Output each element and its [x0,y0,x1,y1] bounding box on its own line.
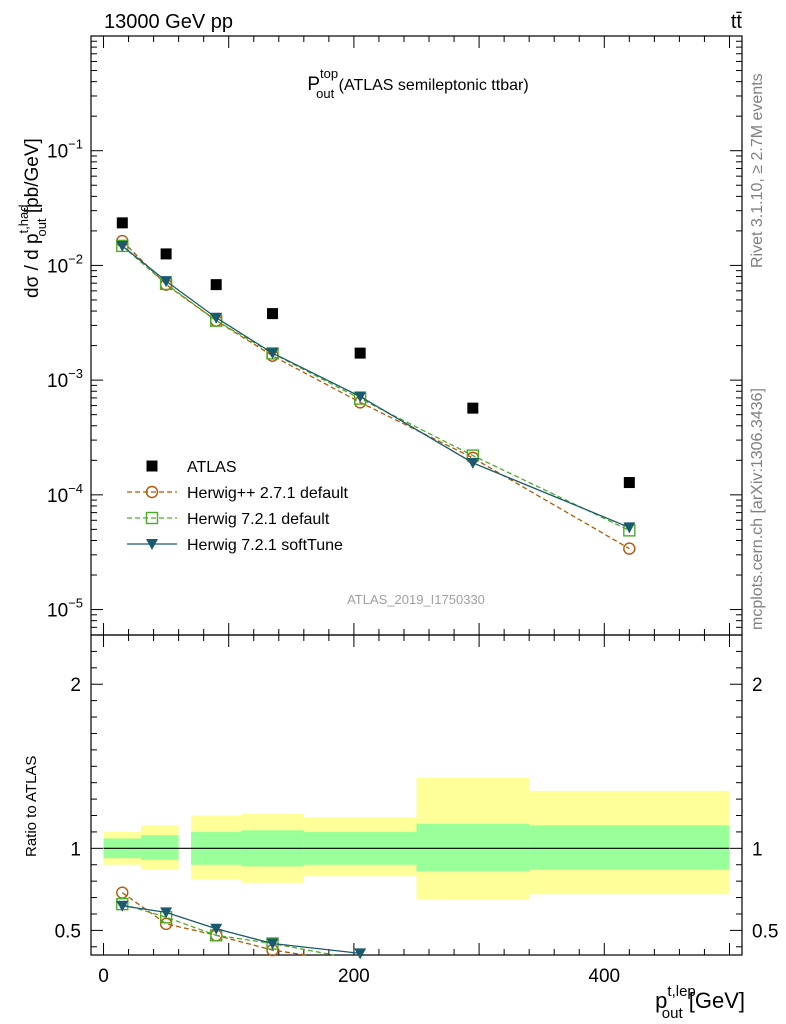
tick-base: 10 [47,486,68,507]
ratio-point [116,900,129,912]
axes-frames [90,35,743,956]
main-y-tick-label: 10−2 [47,251,83,277]
ratio-line [122,905,361,955]
analysis-watermark: ATLAS_2019_I1750330 [347,592,485,607]
data-point [160,248,172,260]
main-y-tick-label: 10−1 [47,137,83,163]
ratio-point [160,907,173,919]
x-tick-label: 400 [588,966,620,987]
tick-base: 10 [47,371,68,392]
legend: ATLAS Herwig++ 2.7.1 default Herwig 7.2.1 … [127,459,349,554]
ratio-axes-frame [90,634,743,956]
main-ylabel-suffix: [pb/GeV] [22,138,43,218]
stat-uncertainty-band [141,835,179,860]
data-point [467,402,479,414]
plot-title-sup: top [320,66,338,81]
data-point [354,391,367,403]
tick-exponent: −4 [68,481,83,496]
legend-label: ATLAS [187,459,237,476]
main-y-tick-label: 10−4 [47,481,83,507]
ratio-series-3 [116,900,367,960]
series-line [121,240,630,550]
axis-ticks: 10−510−410−310−210−10.5 0.51 12 20 200 400 [47,35,778,987]
xlabel-suffix: [GeV] [683,988,745,1013]
plot-title-rest: (ATLAS semileptonic ttbar) [334,77,528,94]
data-point [623,522,636,534]
data-point [623,477,635,489]
tick-exponent: −5 [68,596,83,611]
ratio-point [159,917,173,931]
x-tick-label: 0 [98,966,109,987]
legend-label: Herwig 7.2.1 softTune [187,537,343,554]
data-point [210,279,222,291]
data-point [267,308,279,320]
process-label: tt̄ [731,11,743,33]
legend-marker [145,511,159,525]
xlabel-prefix: p [655,988,667,1013]
legend-marker [145,485,159,499]
ratio-point [210,923,223,935]
tick-exponent: −2 [68,251,83,266]
main-ylabel: dσ / d pt,had out [pb/GeV] [16,138,49,298]
data-point [623,542,636,555]
mcplots-label: mcplots.cern.ch [arXiv:1306.3436] [749,388,766,630]
rivet-label: Rivet 3.1.10, ≥ 2.7M events [749,73,766,268]
plot-title-main: P [307,74,320,95]
data-point [116,240,129,252]
series-3 [116,240,636,534]
series-layer [116,217,636,960]
main-y-tick-label: 10−3 [47,366,83,392]
ratio-y-tick-label-right: 1 [752,839,763,860]
xlabel: pt,lep out [GeV] [655,983,745,1022]
series-0 [116,217,635,489]
tick-base: 10 [47,142,68,163]
plot-title-sub: out [316,86,334,101]
tick-exponent: −1 [68,137,83,152]
ratio-line [122,903,334,956]
ratio-bands [103,777,730,900]
main-y-tick-label: 10−5 [47,596,83,622]
legend-marker [146,460,158,472]
ratio-point [266,938,279,950]
data-point [210,312,223,324]
ratio-y-tick-label-left: 0.5 [55,921,81,942]
main-ylabel-prefix: dσ / d p [22,233,43,298]
data-point [116,217,128,229]
legend-marker [146,539,158,550]
xlabel-sup: t,lep [667,983,695,1000]
tick-exponent: −3 [68,366,83,381]
ratio-y-tick-label-left: 1 [70,839,81,860]
stat-uncertainty-band [529,825,730,870]
data-point [160,276,173,288]
tick-base: 10 [47,256,68,277]
plot-title: Ptop out (ATLAS semileptonic ttbar) [307,66,528,101]
data-point [354,347,366,359]
tick-base: 10 [47,601,68,622]
data-point [266,348,279,360]
x-tick-label: 200 [338,966,370,987]
ratio-y-tick-label-right: 2 [752,675,763,696]
ratio-series-1 [116,886,306,957]
energy-label: 13000 GeV pp [104,11,233,33]
ratio-y-tick-label-right: 0.5 [752,921,778,942]
ratio-ylabel: Ratio to ATLAS [23,756,40,857]
ratio-point [354,948,367,960]
legend-label: Herwig 7.2.1 default [187,511,330,528]
legend-label: Herwig++ 2.7.1 default [187,485,349,502]
main-ylabel-sup: t,had [16,205,31,234]
ratio-y-tick-label-left: 2 [70,675,81,696]
main-ylabel-sub: out [34,218,49,236]
data-point [466,457,479,469]
stat-uncertainty-band [416,823,530,872]
xlabel-sub: out [662,1005,684,1022]
series-1 [116,234,636,555]
